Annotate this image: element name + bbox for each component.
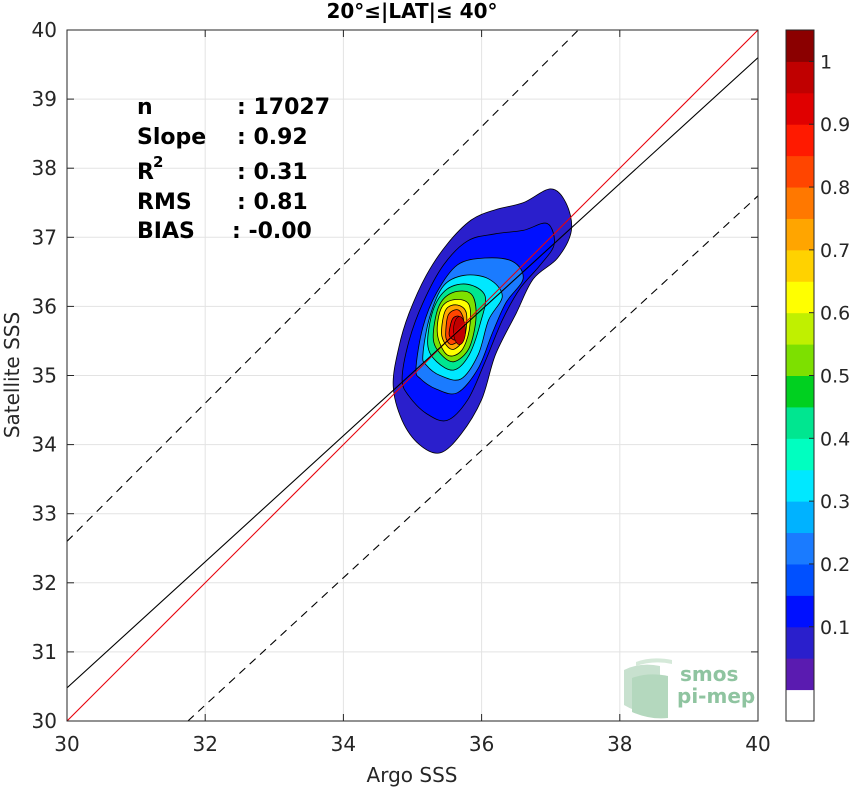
colorbar-segment [786,344,814,376]
colorbar-segment [786,438,814,471]
upper-bound-line [67,30,579,542]
colorbar-segment [786,218,814,251]
x-axis-label: Argo SSS [367,763,458,787]
stat-r2-value: : 0.31 [237,160,308,185]
stat-rms-value: : 0.81 [237,190,308,215]
stat-slope-label: Slope [137,125,206,150]
colorbar-tick-label: 0.7 [820,240,850,262]
colorbar-segment [786,406,814,439]
smos-pimep-logo: smos pi-mep [624,658,755,719]
identity-line [67,30,758,721]
colorbar-segment [786,595,814,628]
colorbar-tick-label: 0.8 [820,177,850,199]
logo-line-2: pi-mep [677,684,755,708]
colorbar-segment [786,501,814,534]
y-tick-label: 37 [32,225,57,249]
colorbar-segment [786,658,814,691]
logo-line-1: smos [680,662,738,686]
colorbar-tick-label: 0.2 [820,554,850,576]
y-tick-label: 32 [32,571,57,595]
stats-box: n : 17027 Slope : 0.92 R 2 : 0.31 RMS : … [137,95,330,244]
colorbar-segment [786,30,814,62]
colorbar-tick-label: 0.6 [820,303,850,325]
fit-line [67,57,758,689]
colorbar-segment [786,563,814,596]
x-tick-label: 32 [192,732,217,756]
y-tick-label: 31 [32,640,57,664]
colorbar-segment [786,187,814,219]
colorbar-segment [786,124,814,157]
regression-lines [67,30,758,721]
y-tick-label: 38 [32,156,57,180]
colorbar-segment [786,281,814,314]
colorbar-tick-label: 0.3 [820,491,850,513]
colorbar-tick-label: 1 [820,51,832,73]
y-tick-label: 40 [32,18,57,42]
stat-r2-superscript: 2 [153,153,163,171]
colorbar-segment [786,249,814,282]
colorbar-tick-label: 0.4 [820,428,850,450]
stat-bias-value: : -0.00 [232,219,312,244]
wave-logo-icon [624,658,672,719]
colorbar-labels: 0.1 0.2 0.3 0.4 0.5 0.6 0.7 0.8 0.9 1 [809,51,850,639]
x-tick-label: 34 [331,732,356,756]
y-tick-label: 30 [32,709,57,733]
x-tick-label: 30 [54,732,79,756]
x-tick-label: 38 [607,732,632,756]
chart-title: 20°≤|LAT|≤ 40° [326,0,497,23]
colorbar [785,29,815,722]
y-tick-label: 39 [32,87,57,111]
colorbar-segment [786,532,814,565]
colorbar-tick-label: 0.9 [820,114,850,136]
colorbar-segment [786,312,814,345]
colorbar-segment [786,689,814,722]
stat-rms-label: RMS [137,190,192,215]
colorbar-tick-label: 0.5 [820,366,850,388]
x-tick-label: 36 [469,732,494,756]
lower-bound-line [187,195,758,721]
stat-slope-value: : 0.92 [237,125,308,150]
colorbar-segment [786,61,814,94]
stat-n-label: n [137,95,153,120]
colorbar-segment [786,155,814,188]
y-tick-label: 35 [32,364,57,388]
y-tick-label: 33 [32,502,57,526]
stat-n-value: : 17027 [237,95,330,120]
colorbar-segment [786,626,814,659]
stat-bias-label: BIAS [137,219,195,244]
y-tick-label: 34 [32,433,57,457]
colorbar-segment [786,92,814,125]
x-tick-label: 40 [745,732,770,756]
stat-r2-label: R [137,160,154,185]
axis-ticks: 30 32 34 36 38 40 30 31 32 33 34 35 36 37 38 39 40 [32,18,771,756]
colorbar-segment [786,375,814,408]
colorbar-segment [786,469,814,502]
y-axis-label: Satellite SSS [0,312,24,438]
y-tick-label: 36 [32,294,57,318]
colorbar-tick-label: 0.1 [820,617,850,639]
